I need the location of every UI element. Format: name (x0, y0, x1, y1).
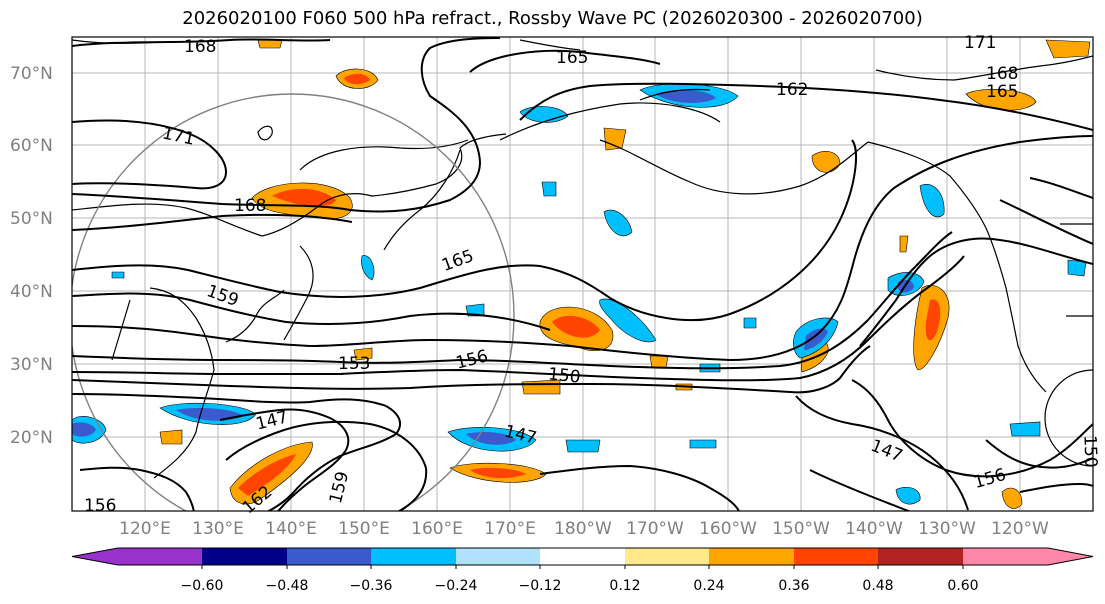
map-frame (71, 36, 1094, 512)
contour-label: 171 (964, 33, 996, 53)
colorbar-segment (287, 548, 371, 565)
lat-label-20n: 20°N (10, 428, 53, 448)
colorbar-outline (71, 547, 1094, 566)
colorbar-segment (878, 548, 963, 565)
colorbar-tick-label: −0.60 (181, 578, 224, 594)
colorbar-tick-label: −0.36 (350, 578, 393, 594)
lon-label: 140°W (845, 519, 903, 539)
colorbar-tick-label: −0.12 (519, 578, 562, 594)
colorbar-segments (71, 547, 1094, 569)
contour-label: 168 (986, 64, 1018, 84)
contour-label: 162 (776, 80, 808, 100)
lat-label-30n: 30°N (10, 355, 53, 375)
lon-label: 120°W (991, 519, 1049, 539)
lat-label-40n: 40°N (10, 282, 53, 302)
colorbar-ticks: −0.60 −0.48 −0.36 −0.24 −0.12 0.12 0.24 … (181, 578, 979, 594)
contour-label: 153 (338, 354, 370, 374)
map-title: 2026020100 F060 500 hPa refract., Rossby… (182, 8, 923, 29)
graticule (72, 37, 1093, 511)
contour-label: 165 (986, 82, 1018, 102)
refractivity-contours (72, 37, 1093, 511)
colorbar-extend-max (1048, 548, 1093, 565)
colorbar-segment (540, 548, 625, 565)
colorbar-segment (371, 548, 456, 565)
lon-label: 120°E (119, 519, 171, 539)
lon-label: 150°W (772, 519, 830, 539)
range-circle-2 (1044, 369, 1093, 467)
lon-label: 180°W (554, 519, 612, 539)
latitude-labels: 70°N 60°N 50°N 40°N 30°N 20°N (10, 64, 53, 448)
longitude-labels: 120°E 130°E 140°E 150°E 160°E 170°E 180°… (119, 519, 1049, 539)
colorbar-segment (963, 548, 1048, 565)
colorbar-segment (625, 548, 709, 565)
colorbar-tick-label: 0.12 (609, 578, 640, 594)
lon-label: 150°E (338, 519, 390, 539)
contour-label: 168 (184, 37, 216, 57)
colorbar-tick-label: 0.60 (947, 578, 978, 594)
contour-label: 150 (547, 364, 581, 387)
positive-anomalies (159, 39, 1091, 509)
colorbar-segment (709, 548, 794, 565)
lon-label: 170°W (626, 519, 684, 539)
colorbar-segment (202, 548, 287, 565)
anomaly-shading (72, 39, 1091, 509)
lon-label: 160°W (699, 519, 757, 539)
colorbar-tick-label: 0.48 (862, 578, 893, 594)
colorbar-segment (118, 548, 202, 565)
contour-label: 156 (84, 496, 116, 516)
range-circle (72, 93, 515, 511)
colorbar-segment (456, 548, 540, 565)
colorbar-tick-label: −0.24 (435, 578, 478, 594)
lon-label: 130°E (192, 519, 244, 539)
colorbar-tick-label: 0.36 (778, 578, 809, 594)
lon-label: 140°E (265, 519, 317, 539)
lat-label-60n: 60°N (10, 136, 53, 156)
colorbar-tick-label: −0.48 (266, 578, 309, 594)
lat-label-50n: 50°N (10, 209, 53, 229)
negative-anomalies (72, 83, 1087, 505)
colorbar-segment (794, 548, 878, 565)
contour-label: 150 (1079, 435, 1100, 468)
colorbar-extend-min (72, 548, 118, 565)
lat-label-70n: 70°N (10, 64, 53, 84)
contour-label: 165 (556, 48, 588, 68)
lon-label: 170°E (484, 519, 536, 539)
contour-label: 168 (234, 196, 266, 216)
lon-label: 130°W (918, 519, 976, 539)
colorbar-tick-label: 0.24 (693, 578, 724, 594)
lon-label: 160°E (411, 519, 463, 539)
